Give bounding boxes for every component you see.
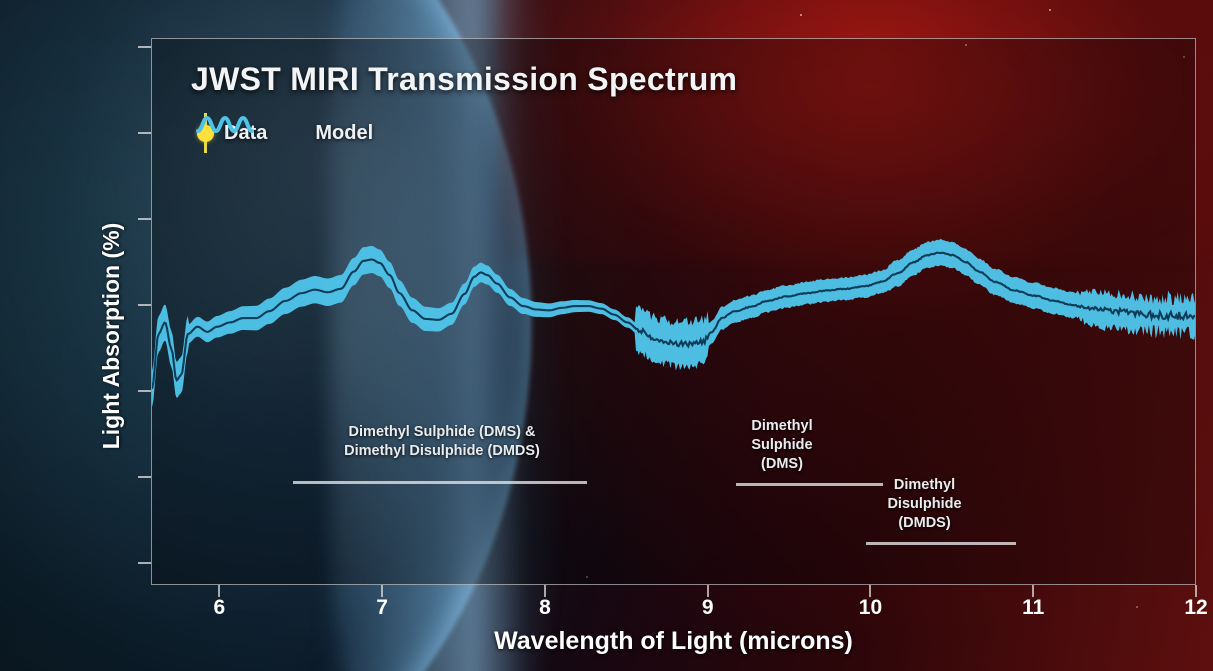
x-tick-mark bbox=[1195, 585, 1197, 597]
y-tick-mark bbox=[138, 45, 151, 48]
model-spectrum-svg bbox=[152, 239, 1195, 407]
plot-inner bbox=[152, 39, 1195, 584]
annotation-dmds-line3: (DMDS) bbox=[898, 514, 951, 531]
red-nebula-glow bbox=[500, 0, 1213, 260]
x-tick-mark bbox=[869, 585, 872, 597]
x-tick-mark bbox=[1032, 585, 1035, 597]
annotation-dms-dmds-underline bbox=[293, 481, 587, 484]
annotation-dms-line2: Sulphide bbox=[751, 436, 813, 453]
annotation-dmds-line2: Disulphide bbox=[887, 495, 962, 512]
atmosphere-haze bbox=[330, 0, 520, 671]
annotation-dms-line1: Dimethyl bbox=[751, 418, 813, 434]
y-tick-mark bbox=[138, 476, 151, 479]
star-speck bbox=[965, 44, 967, 46]
legend-label-data: Data bbox=[224, 121, 268, 144]
annotation-dms-dmds-line2: Dimethyl Disulphide (DMDS) bbox=[344, 442, 540, 459]
y-tick-mark bbox=[138, 217, 151, 220]
legend: Data Model bbox=[196, 113, 373, 153]
x-tick-label: 6 bbox=[213, 596, 226, 619]
annotation-dmds: Dimethyl Disulphide (DMDS) bbox=[852, 476, 997, 533]
x-tick-label: 12 bbox=[1184, 596, 1208, 619]
star-speck bbox=[586, 576, 588, 578]
star-speck bbox=[800, 14, 802, 16]
x-tick-label: 9 bbox=[701, 596, 714, 619]
star-speck bbox=[1183, 56, 1185, 58]
annotation-dmds-underline bbox=[866, 542, 1016, 545]
y-tick-mark bbox=[138, 131, 151, 134]
x-axis-label: Wavelength of Light (microns) bbox=[494, 627, 853, 655]
legend-item-model: Model bbox=[196, 115, 374, 145]
x-tick-label: 10 bbox=[858, 596, 883, 619]
model-median-line bbox=[152, 251, 1195, 389]
annotation-dms: Dimethyl Sulphide (DMS) bbox=[717, 417, 847, 474]
chart-title: JWST MIRI Transmission Spectrum bbox=[191, 61, 738, 97]
x-tick-label: 8 bbox=[539, 596, 551, 619]
star-speck bbox=[1049, 9, 1051, 11]
y-tick-mark bbox=[138, 390, 151, 393]
plot-area: JWST MIRI Transmission Spectrum Data Mod… bbox=[151, 38, 1196, 585]
x-tick-mark bbox=[706, 585, 709, 597]
annotation-dms-dmds: Dimethyl Sulphide (DMS) & Dimethyl Disul… bbox=[292, 423, 592, 461]
legend-label-model: Model bbox=[315, 121, 374, 144]
annotation-dms-dmds-line1: Dimethyl Sulphide (DMS) & bbox=[348, 424, 536, 440]
star-speck bbox=[1136, 606, 1138, 608]
x-tick-label: 7 bbox=[376, 596, 388, 619]
x-tick-mark bbox=[381, 585, 384, 597]
x-tick-label: 11 bbox=[1022, 596, 1045, 619]
y-axis-label: Light Absorption (%) bbox=[97, 222, 124, 449]
x-tick-mark bbox=[218, 585, 221, 597]
x-tick-mark bbox=[543, 585, 546, 597]
y-tick-mark bbox=[138, 304, 151, 307]
annotation-dms-line3: (DMS) bbox=[761, 455, 803, 472]
annotation-dms-underline bbox=[736, 483, 883, 486]
y-axis-label-container: Light Absorption (%) bbox=[6, 0, 124, 671]
y-tick-mark bbox=[138, 562, 151, 565]
annotation-dmds-line1: Dimethyl bbox=[893, 477, 956, 493]
